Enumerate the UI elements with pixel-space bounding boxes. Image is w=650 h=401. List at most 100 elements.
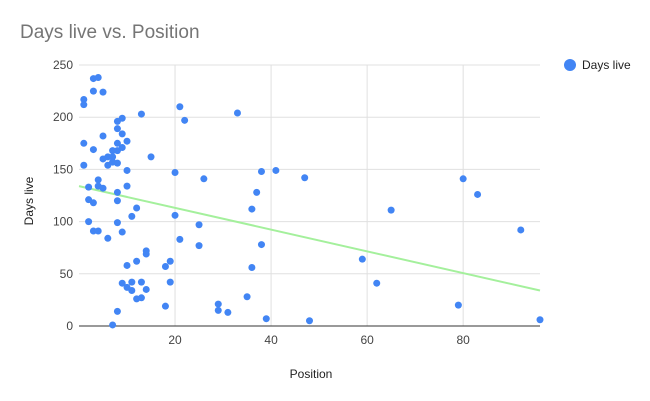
data-point	[123, 137, 131, 145]
data-point	[166, 278, 174, 286]
data-point	[80, 95, 88, 103]
data-point	[373, 279, 381, 287]
data-point	[161, 302, 169, 310]
data-point	[195, 221, 203, 229]
data-point	[224, 308, 232, 316]
data-point	[99, 184, 107, 192]
data-point	[536, 316, 544, 324]
y-tick-label: 150	[53, 162, 73, 176]
data-point	[99, 88, 107, 96]
data-point	[248, 205, 256, 213]
data-point	[253, 188, 261, 196]
data-point	[94, 74, 102, 82]
data-point	[94, 176, 102, 184]
data-point	[137, 294, 145, 302]
data-point	[257, 241, 265, 249]
data-point	[214, 300, 222, 308]
data-point	[104, 153, 112, 161]
x-tick-label: 60	[360, 333, 374, 347]
y-tick-label: 200	[53, 110, 73, 124]
x-tick-label: 80	[456, 333, 470, 347]
data-point	[118, 228, 126, 236]
x-axis-title: Position	[290, 367, 333, 381]
y-tick-label: 250	[53, 58, 73, 72]
y-axis-ticks: 0 50 100 150 200 250	[53, 58, 73, 333]
legend-marker	[564, 59, 576, 71]
data-point	[123, 166, 131, 174]
y-tick-label: 50	[60, 267, 74, 281]
data-point	[387, 206, 395, 214]
data-point	[272, 166, 280, 174]
data-point	[133, 257, 141, 265]
data-point	[128, 212, 136, 220]
data-point	[171, 169, 179, 177]
data-points	[80, 74, 544, 329]
data-point	[113, 307, 121, 315]
data-point	[85, 183, 93, 191]
data-point	[89, 87, 97, 95]
y-tick-label: 100	[53, 215, 73, 229]
data-point	[109, 147, 117, 155]
data-point	[118, 114, 126, 122]
data-point	[113, 139, 121, 147]
data-point	[248, 264, 256, 272]
chart-title: Days live vs. Position	[20, 22, 200, 43]
data-point	[113, 197, 121, 205]
data-point	[118, 130, 126, 138]
data-point	[233, 109, 241, 117]
data-point	[99, 132, 107, 140]
data-point	[113, 159, 121, 167]
x-tick-label: 20	[168, 333, 182, 347]
data-point	[137, 110, 145, 118]
y-tick-label: 0	[66, 319, 73, 333]
data-point	[200, 175, 208, 183]
data-point	[123, 261, 131, 269]
data-point	[80, 101, 88, 109]
trendline-group	[78, 185, 541, 292]
data-point	[517, 226, 525, 234]
data-point	[306, 317, 313, 325]
x-tick-label: 40	[264, 333, 278, 347]
data-point	[118, 279, 126, 287]
data-point	[137, 278, 145, 286]
data-point	[243, 293, 251, 301]
data-point	[257, 167, 265, 175]
data-point	[94, 227, 102, 235]
trendline	[78, 185, 541, 292]
data-point	[358, 255, 366, 263]
data-point	[89, 199, 97, 207]
x-axis-ticks: 20 40 60 80	[168, 333, 470, 347]
data-point	[147, 153, 155, 161]
data-point	[142, 285, 150, 293]
data-point	[181, 116, 189, 124]
data-point	[176, 103, 184, 111]
y-axis-title: Days live	[22, 176, 36, 225]
data-point	[80, 161, 88, 169]
data-point	[301, 174, 309, 182]
data-point	[118, 143, 126, 151]
data-point	[133, 204, 141, 212]
data-point	[85, 218, 93, 226]
data-point	[166, 257, 174, 265]
data-point	[113, 125, 121, 133]
data-point	[262, 315, 270, 323]
data-point	[109, 153, 117, 161]
data-point	[104, 234, 112, 242]
data-point	[113, 188, 121, 196]
legend-label: Days live	[582, 58, 631, 72]
data-point	[454, 301, 462, 309]
data-point	[80, 139, 88, 147]
data-point	[142, 250, 150, 258]
data-point	[195, 242, 203, 250]
legend: Days live	[564, 58, 631, 72]
data-point	[113, 219, 121, 227]
data-point	[89, 227, 97, 235]
data-point	[214, 306, 222, 314]
data-point	[109, 321, 117, 329]
data-point	[123, 182, 131, 190]
data-point	[459, 175, 467, 183]
data-point	[171, 211, 179, 219]
data-point	[89, 146, 97, 154]
data-point	[128, 278, 136, 286]
